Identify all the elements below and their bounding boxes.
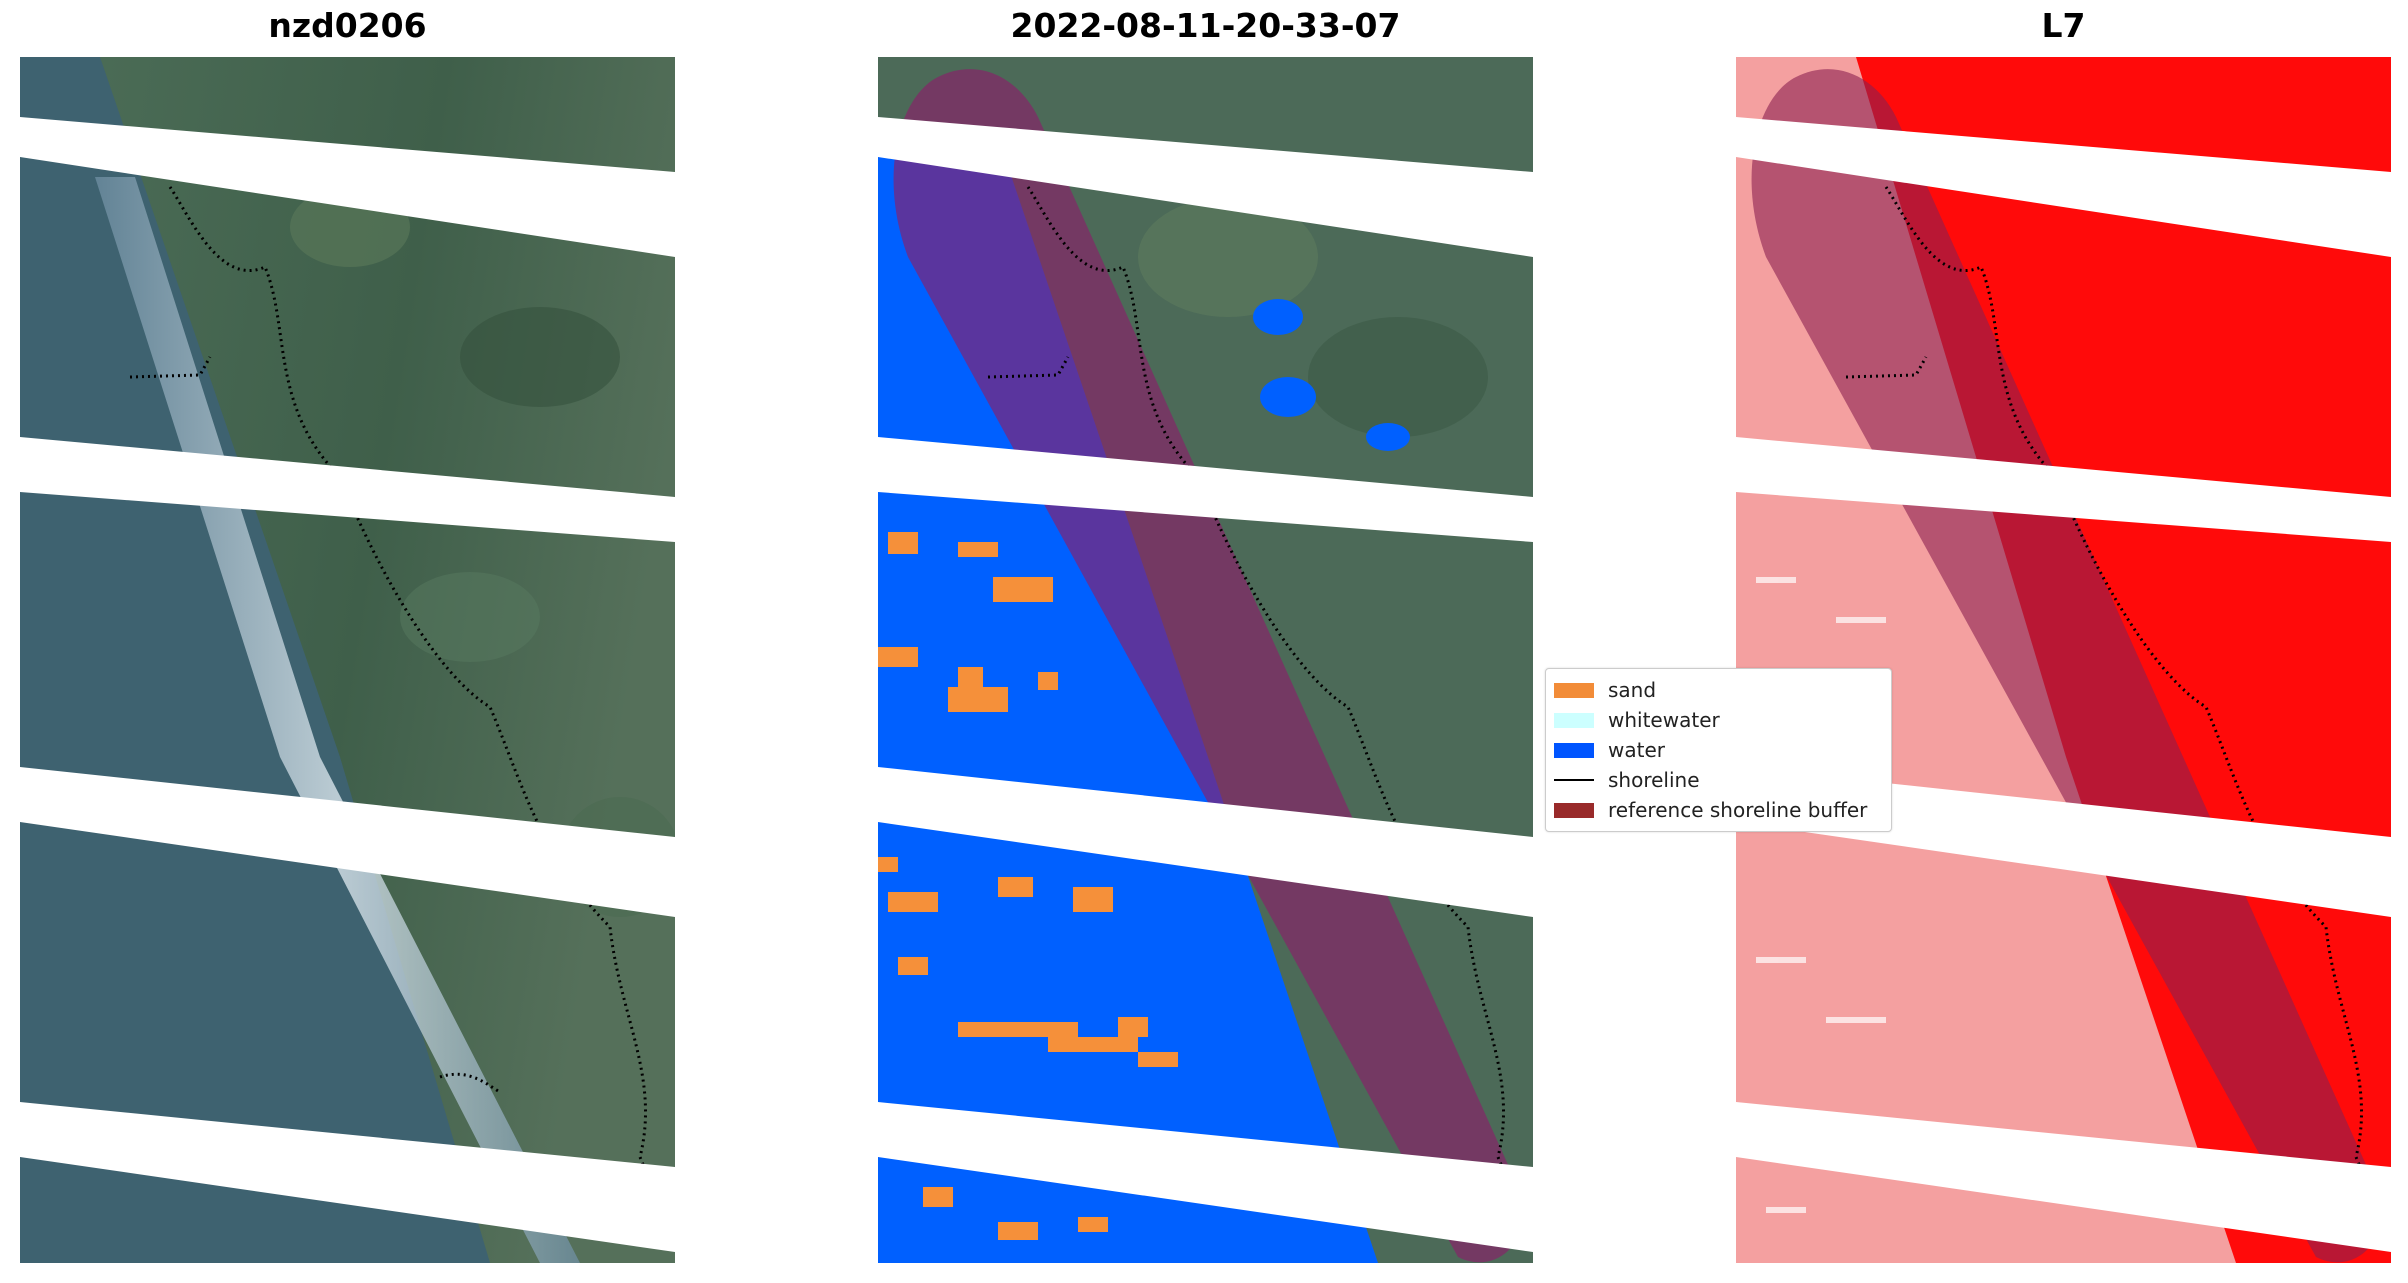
classified-image [878, 57, 1533, 1263]
legend-item-buffer: reference shoreline buffer [1554, 797, 1867, 823]
panel-title-rgb: nzd0206 [268, 6, 427, 45]
panel-title-classified: 2022-08-11-20-33-07 [1010, 6, 1401, 45]
whitewater-swatch [1554, 712, 1594, 728]
index-image [1736, 57, 2391, 1263]
legend-item-sand: sand [1554, 677, 1656, 703]
legend-label: reference shoreline buffer [1608, 798, 1868, 822]
legend-label: shoreline [1608, 768, 1700, 792]
sand-swatch [1554, 682, 1594, 698]
legend-item-shoreline: shoreline [1554, 767, 1700, 793]
water-swatch [1554, 742, 1594, 758]
legend-label: sand [1608, 678, 1657, 702]
buffer-swatch [1554, 802, 1594, 818]
index-image-panel [1736, 57, 2391, 1263]
legend-label: water [1608, 738, 1665, 762]
classified-image-panel [878, 57, 1533, 1263]
shoreline-buffer [893, 69, 1524, 1263]
legend-item-whitewater: whitewater [1554, 707, 1720, 733]
shoreline-line-swatch [1554, 779, 1594, 781]
legend-label: whitewater [1608, 708, 1720, 732]
sand-pixels [878, 532, 1178, 1240]
legend-item-water: water [1554, 737, 1665, 763]
panel-title-index: L7 [2041, 6, 2086, 45]
legend: sand whitewater water shoreline referenc… [1545, 668, 1892, 832]
rgb-image-panel [20, 57, 675, 1263]
shoreline-buffer [1751, 69, 2382, 1263]
rgb-image [20, 57, 675, 1263]
